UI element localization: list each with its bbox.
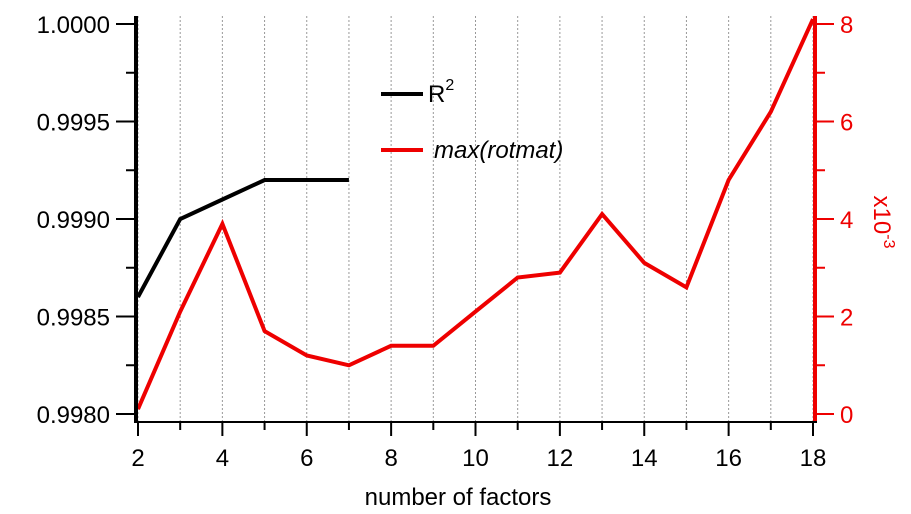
left-y-tick-label-1.0000: 1.0000 — [37, 12, 110, 39]
right-axis-multiplier: x10-3 — [868, 196, 897, 249]
legend-entry-max-rotmat: max(rotmat) — [381, 137, 563, 164]
multiplier-base: x10 — [868, 196, 895, 235]
multiplier-exponent: -3 — [880, 234, 897, 248]
series-line-1 — [136, 18, 815, 410]
legend-entry-r2: R2 — [381, 77, 454, 108]
legend: R2 max(rotmat) — [381, 77, 563, 164]
x-tick-label-8: 8 — [384, 445, 397, 472]
x-tick-label-4: 4 — [216, 445, 229, 472]
svg-text:R2: R2 — [428, 77, 454, 108]
x-tick-label-14: 14 — [631, 445, 658, 472]
right-y-tick-label-0: 0 — [840, 402, 853, 429]
svg-text:x10-3: x10-3 — [868, 196, 897, 249]
x-axis-title: number of factors — [365, 484, 552, 511]
x-tick-label-18: 18 — [800, 445, 827, 472]
right-y-tick-label-8: 8 — [840, 12, 853, 39]
left-y-tick-label-0.9990: 0.9990 — [37, 207, 110, 234]
x-tick-label-12: 12 — [547, 445, 574, 472]
ticks-layer: 2 4 6 8 10 12 14 16 18 0.9980 0.9985 0.9990 0.9995 1.… — [37, 12, 854, 472]
legend-label-r2-sup: 2 — [445, 77, 454, 94]
legend-label-r2: R — [428, 81, 445, 108]
right-y-tick-label-4: 4 — [840, 207, 853, 234]
x-tick-label-2: 2 — [131, 445, 144, 472]
right-y-tick-label-2: 2 — [840, 305, 853, 332]
left-y-tick-label-0.9995: 0.9995 — [37, 110, 110, 137]
series-line-0 — [136, 178, 349, 298]
left-y-tick-label-0.9985: 0.9985 — [37, 305, 110, 332]
x-tick-label-16: 16 — [715, 445, 742, 472]
legend-label-max-rotmat: max(rotmat) — [434, 137, 563, 164]
right-y-tick-label-6: 6 — [840, 110, 853, 137]
series-layer — [136, 18, 815, 410]
left-y-tick-label-0.9980: 0.9980 — [37, 402, 110, 429]
x-tick-label-6: 6 — [300, 445, 313, 472]
x-tick-label-10: 10 — [462, 445, 489, 472]
